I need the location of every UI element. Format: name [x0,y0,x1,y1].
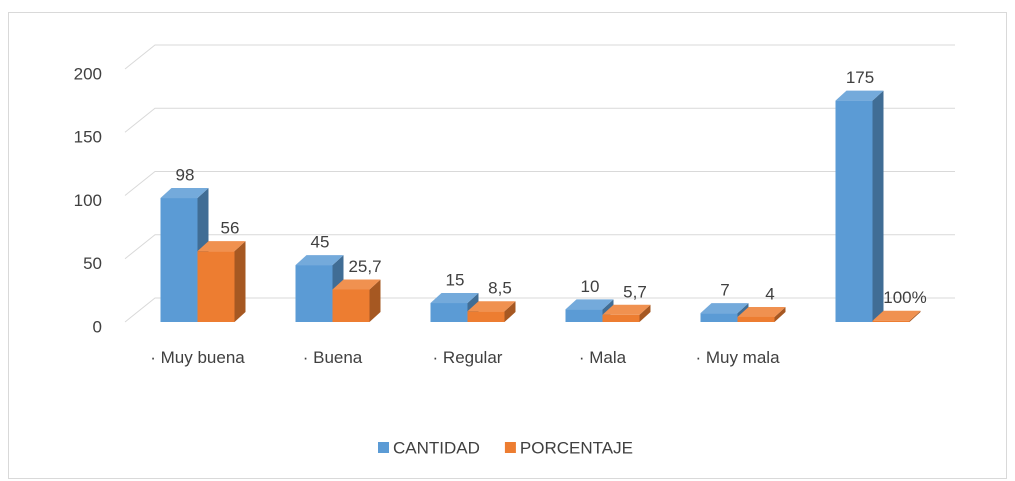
grid-line [124,44,955,70]
grid-line [124,297,955,323]
bar-front [565,309,603,322]
bar [332,279,381,322]
bar-top [872,310,921,321]
grid-line [124,234,955,260]
bar-top [467,301,516,312]
data-label: 10 [581,277,600,296]
grid-line [124,107,955,133]
data-label: 45 [311,233,330,252]
bar [467,301,516,322]
x-tick-label: · Buena [302,348,363,367]
bar-front [160,198,198,322]
x-tick-label: · Muy buena [150,348,245,367]
data-label: 8,5 [488,279,512,298]
data-label: 175 [846,68,874,87]
bar-front [835,100,873,322]
data-label: 15 [446,271,465,290]
x-tick-label-box: · Mala [578,348,627,367]
legend-label: PORCENTAJE [520,438,633,457]
bar [737,306,786,322]
y-tick-label: 0 [93,317,102,336]
bar-front [295,265,333,322]
bar [160,188,209,322]
bar-top [430,293,479,304]
legend-swatch [378,442,389,453]
bar-front [872,320,910,322]
data-label: 4 [765,284,774,303]
x-tick-label: · Regular [432,348,503,367]
y-tick-label: 50 [83,254,102,273]
x-tick-label: · Mala [578,348,627,367]
bar-front [467,311,505,322]
bar-top [160,188,209,199]
bar-top [197,241,246,252]
bar-top [565,299,614,310]
bar-front [197,251,235,322]
bar [602,304,651,322]
x-tick-label-box: · Muy mala [695,348,780,367]
data-label: 25,7 [348,257,381,276]
x-tick-label: · Muy mala [695,348,780,367]
x-tick-label-box: · Regular [432,348,503,367]
bar-top [602,304,651,315]
bar-top [332,279,381,290]
bar-top [700,303,749,314]
y-tick-label: 200 [74,64,102,83]
bar-side [504,301,516,322]
bar-side [909,310,921,322]
data-label: 100% [883,288,926,307]
data-label: 7 [720,281,729,300]
bar-side [369,279,381,322]
data-label: 5,7 [623,282,647,301]
bar-side [234,241,246,322]
x-tick-label-box: · Buena [302,348,363,367]
y-tick-label: 100 [74,191,102,210]
bar-front [602,314,640,322]
bar-side [774,306,786,322]
bar [197,241,246,322]
bar-front [332,289,370,322]
data-label: 56 [221,219,240,238]
y-tick-label: 150 [74,128,102,147]
bar-front [430,303,468,322]
bar [872,310,921,322]
legend-label: CANTIDAD [393,438,480,457]
bar-front [700,313,738,322]
x-tick-label-box: · Muy buena [150,348,245,367]
bar-front [737,316,775,322]
data-label: 98 [176,166,195,185]
bar-top [295,255,344,266]
bar-top [835,90,884,101]
bar-top [737,306,786,317]
legend-swatch [504,442,516,453]
grid-line [124,171,955,196]
bar [835,90,884,322]
bar-side [872,90,884,322]
bar-side [639,304,651,322]
bar [565,299,614,322]
